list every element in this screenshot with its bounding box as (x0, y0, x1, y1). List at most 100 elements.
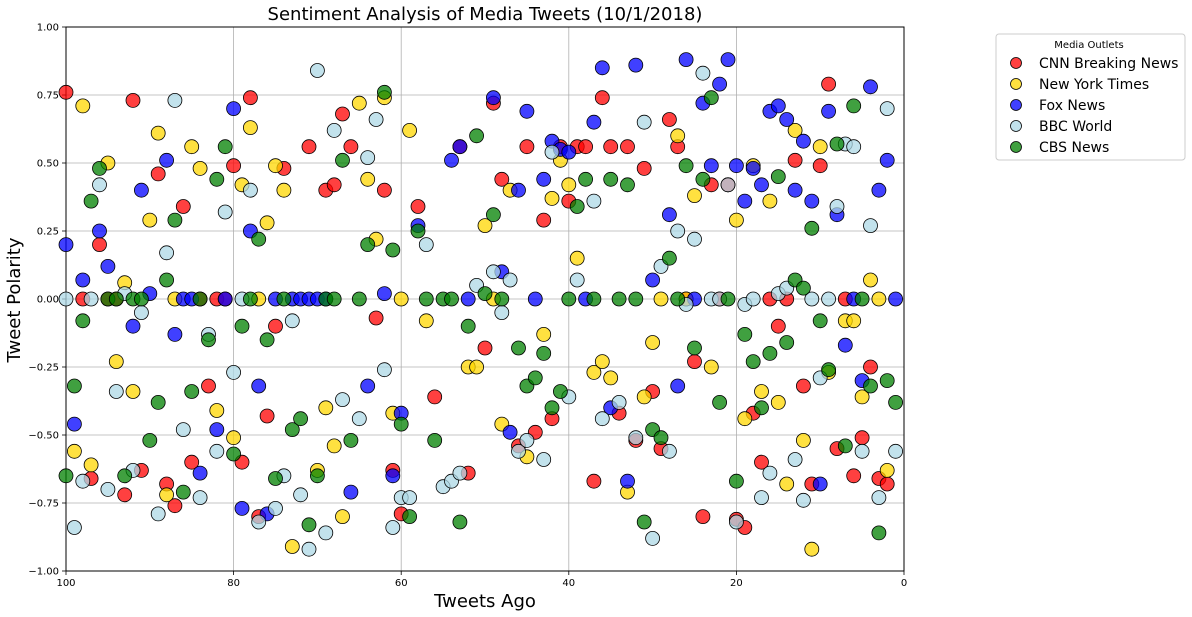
data-point (402, 490, 418, 506)
data-point (142, 212, 158, 228)
data-point (720, 52, 736, 67)
data-point (821, 76, 836, 92)
data-point (268, 318, 283, 334)
data-point (385, 468, 401, 484)
data-point (536, 171, 552, 187)
data-point (653, 291, 669, 307)
data-point (846, 313, 862, 329)
data-point (620, 139, 635, 155)
data-point (452, 465, 468, 481)
legend-label: Fox News (1039, 98, 1105, 114)
data-point (477, 340, 493, 356)
legend-label: New York Times (1039, 77, 1149, 93)
data-point (586, 193, 602, 209)
data-point (628, 57, 644, 73)
data-point (812, 313, 828, 329)
data-point (879, 476, 895, 492)
data-point (75, 98, 91, 114)
data-point (569, 199, 585, 214)
data-point (879, 152, 895, 168)
data-point (117, 468, 133, 484)
data-point (67, 378, 82, 394)
data-point (343, 484, 359, 500)
data-point (636, 114, 652, 130)
data-point (737, 411, 753, 427)
data-point (586, 291, 602, 307)
data-point (326, 438, 342, 454)
data-point (527, 370, 543, 386)
data-point (192, 490, 208, 506)
data-point (217, 139, 233, 155)
data-point (720, 291, 736, 307)
data-point (536, 452, 552, 467)
data-point (804, 541, 820, 557)
data-point (284, 313, 300, 329)
data-point (335, 106, 350, 122)
data-point (863, 218, 878, 234)
data-point (754, 454, 769, 470)
data-points (58, 52, 903, 557)
data-point (477, 286, 493, 302)
data-point (745, 354, 761, 370)
data-point (418, 291, 434, 307)
data-point (376, 84, 392, 100)
data-point (335, 152, 350, 168)
data-point (108, 384, 124, 399)
data-point (821, 291, 836, 307)
data-point (871, 490, 887, 506)
data-point (268, 500, 283, 516)
data-point (636, 389, 652, 405)
data-point (703, 359, 719, 375)
data-point (242, 291, 258, 307)
data-point (796, 378, 811, 394)
data-point (201, 378, 216, 394)
data-point (754, 177, 769, 193)
data-point (712, 394, 727, 410)
data-point (293, 487, 309, 503)
data-point (678, 158, 694, 174)
data-point (351, 291, 367, 307)
data-point (888, 394, 903, 410)
data-point (636, 514, 652, 530)
data-point (209, 443, 225, 459)
y-tick-label: 0.00 (37, 295, 59, 306)
data-point (511, 182, 526, 198)
data-point (351, 411, 367, 427)
data-point (167, 498, 183, 514)
data-point (762, 193, 778, 209)
legend-title: Media Outlets (1054, 40, 1123, 51)
data-point (837, 438, 853, 454)
data-point (276, 291, 292, 307)
data-point (871, 525, 887, 541)
data-point (594, 90, 610, 106)
data-point (787, 182, 803, 198)
data-point (92, 223, 107, 239)
data-point (611, 394, 627, 410)
data-point (343, 432, 359, 448)
data-point (259, 332, 275, 348)
data-point (209, 403, 225, 418)
data-point (603, 139, 619, 155)
data-point (150, 394, 166, 410)
data-point (846, 139, 862, 155)
series-group (67, 90, 895, 557)
data-point (108, 291, 124, 307)
data-point (796, 280, 811, 296)
x-tick-label: 20 (730, 578, 743, 589)
data-point (762, 465, 778, 481)
data-point (167, 326, 183, 342)
data-point (695, 65, 711, 81)
data-point (796, 492, 811, 508)
data-point (779, 112, 795, 127)
y-tick-label: −0.25 (28, 363, 59, 374)
data-point (687, 188, 702, 204)
data-point (452, 514, 468, 530)
series-group (58, 84, 903, 541)
data-point (469, 359, 485, 375)
data-point (444, 291, 459, 307)
data-point (620, 473, 635, 489)
data-point (360, 171, 376, 187)
data-point (779, 476, 795, 492)
data-point (812, 476, 828, 492)
legend-label: CBS News (1039, 140, 1109, 156)
